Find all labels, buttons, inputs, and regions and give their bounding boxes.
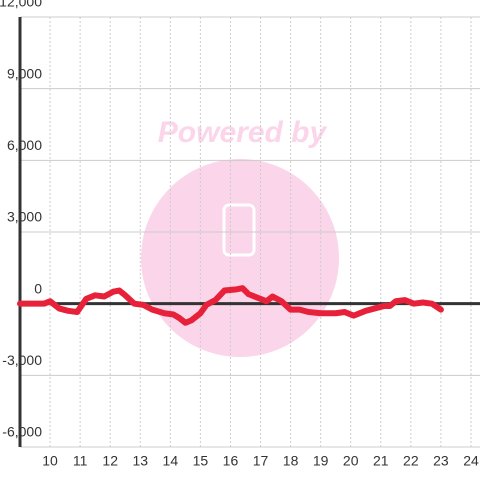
y-tick-label: -3,000 xyxy=(2,352,42,368)
x-tick-label: 18 xyxy=(283,453,299,469)
x-tick-label: 19 xyxy=(313,453,329,469)
watermark-text: Powered by xyxy=(158,116,328,149)
x-tick-label: 22 xyxy=(403,453,419,469)
x-tick-label: 11 xyxy=(73,453,88,469)
x-tick-label: 16 xyxy=(223,453,239,469)
y-tick-label: 9,000 xyxy=(7,65,42,81)
x-tick-label: 12 xyxy=(102,453,118,469)
x-tick-label: 23 xyxy=(433,453,449,469)
x-tick-label: 20 xyxy=(343,453,359,469)
y-tick-label: 3,000 xyxy=(7,209,42,225)
x-tick-label: 17 xyxy=(253,453,269,469)
x-tick-label: 14 xyxy=(163,453,179,469)
y-tick-label: 6,000 xyxy=(7,137,42,153)
watermark-icon xyxy=(222,203,256,257)
y-tick-label: 0 xyxy=(34,280,42,296)
data-line xyxy=(17,285,444,326)
x-tick-label: 13 xyxy=(132,453,148,469)
x-tick-label: 21 xyxy=(373,453,389,469)
y-tick-label: -6,000 xyxy=(2,424,42,440)
x-tick-label: 15 xyxy=(193,453,209,469)
y-tick-label: 12,000 xyxy=(0,0,42,10)
x-tick-label: 10 xyxy=(42,453,58,469)
x-tick-label: 24 xyxy=(463,453,479,469)
